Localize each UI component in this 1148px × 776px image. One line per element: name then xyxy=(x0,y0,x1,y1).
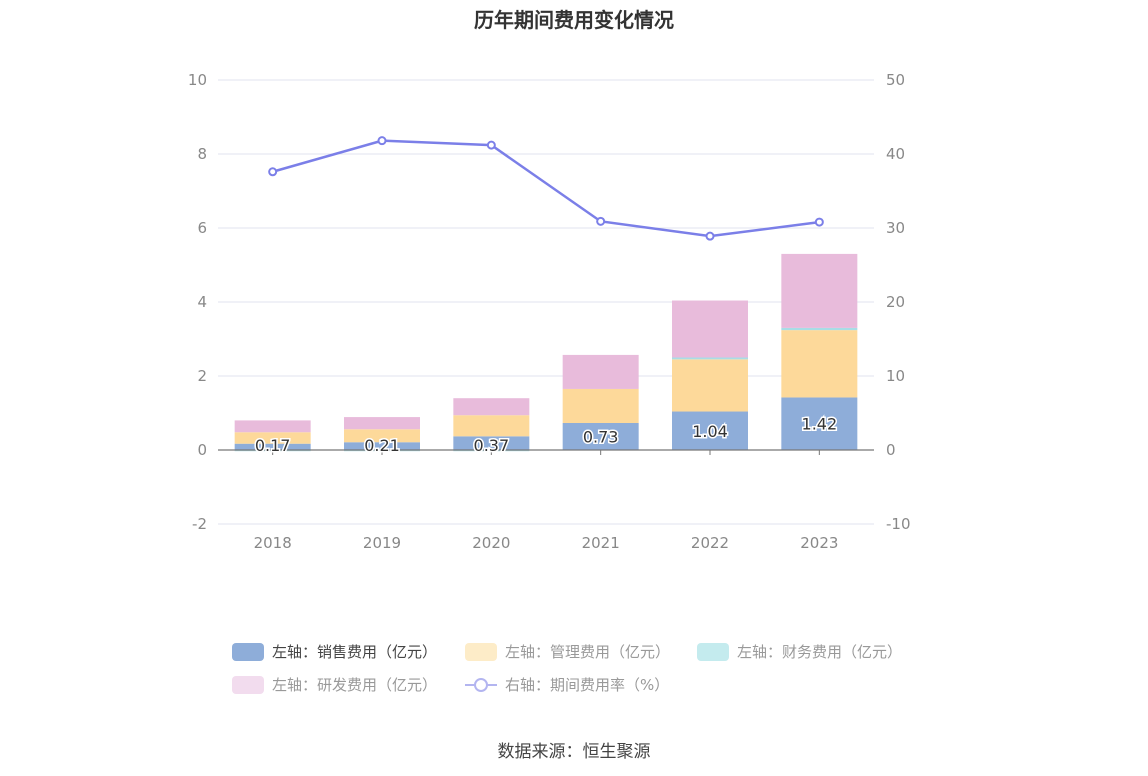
x-tick-label: 2023 xyxy=(800,534,838,552)
legend-label-finance: 左轴：财务费用（亿元） xyxy=(737,643,903,661)
data-label-sales-2020: 0.37 xyxy=(474,436,510,455)
bar-2019-series-1 xyxy=(344,429,420,443)
x-tick-label: 2019 xyxy=(363,534,401,552)
legend-label-admin: 左轴：管理费用（亿元） xyxy=(505,643,671,661)
bar-2023-series-1 xyxy=(781,330,858,398)
legend-item-expense-ratio[interactable]: 右轴：期间费用率（%） xyxy=(465,674,669,695)
bar-2023-series-0 xyxy=(781,397,858,450)
legend-label-expense-ratio: 右轴：期间费用率（%） xyxy=(505,676,670,694)
expense-ratio-point-2018 xyxy=(268,167,278,177)
legend-item-rnd[interactable]: 左轴：研发费用（亿元） xyxy=(232,674,437,695)
legend-swatch-rnd xyxy=(232,675,264,694)
bar-2019-series-0 xyxy=(344,442,420,450)
bar-2022-series-1 xyxy=(672,359,748,412)
expense-ratio-point-2020 xyxy=(486,140,496,150)
y-right-tick-label: -10 xyxy=(886,515,911,533)
y-left-tick-label: -2 xyxy=(192,515,207,533)
y-left-tick-label: 6 xyxy=(197,219,207,237)
y-right-tick-label: 20 xyxy=(886,293,905,311)
y-right-tick-label: 30 xyxy=(886,219,905,237)
y-left-tick-label: 2 xyxy=(197,367,207,385)
legend-line-icon xyxy=(465,677,497,692)
bar-2018-series-3 xyxy=(234,420,311,433)
data-label-sales-2021: 0.73 xyxy=(583,427,619,446)
bar-2019-series-3 xyxy=(344,417,420,430)
bar-2020-series-1 xyxy=(453,415,530,437)
bar-2022-series-3 xyxy=(672,300,748,358)
bar-2023-series-2 xyxy=(781,327,858,331)
data-label-sales-2019: 0.21 xyxy=(364,436,400,455)
bar-2018-series-1 xyxy=(234,432,311,444)
bar-2020-series-3 xyxy=(453,398,530,416)
bar-2023-series-3 xyxy=(781,253,858,328)
legend-item-admin[interactable]: 左轴：管理费用（亿元） xyxy=(465,641,670,662)
chart-title: 历年期间费用变化情况 xyxy=(474,8,674,32)
bar-2022-series-2 xyxy=(672,357,748,360)
bar-2021-series-0 xyxy=(562,422,639,450)
y-left-tick-label: 0 xyxy=(197,441,207,459)
legend-swatch-sales xyxy=(232,642,264,661)
expense-ratio-point-2023 xyxy=(814,217,824,227)
expense-ratio-point-2019 xyxy=(377,136,387,146)
legend-item-finance[interactable]: 左轴：财务费用（亿元） xyxy=(697,641,902,662)
legend-swatch-admin xyxy=(465,642,497,661)
y-right-tick-label: 0 xyxy=(886,441,896,459)
bar-2018-series-0 xyxy=(234,443,311,450)
y-left-tick-label: 8 xyxy=(197,145,207,163)
y-right-tick-label: 10 xyxy=(886,367,905,385)
x-tick-label: 2021 xyxy=(582,534,620,552)
x-tick-label: 2020 xyxy=(472,534,510,552)
y-left-tick-label: 10 xyxy=(188,71,207,89)
expense-ratio-point-2021 xyxy=(596,216,606,226)
x-tick-label: 2018 xyxy=(254,534,292,552)
bar-2020-series-0 xyxy=(453,436,530,450)
data-label-sales-2023: 1.42 xyxy=(802,415,838,434)
data-label-sales-2022: 1.04 xyxy=(692,422,728,441)
expense-ratio-point-2022 xyxy=(705,231,715,241)
legend-label-sales: 左轴：销售费用（亿元） xyxy=(272,643,438,661)
legend-swatch-finance xyxy=(697,642,729,661)
data-source: 数据来源：恒生聚源 xyxy=(497,742,651,762)
bar-2021-series-1 xyxy=(562,388,639,423)
data-label-sales-2018: 0.17 xyxy=(255,436,291,455)
expense-ratio-line xyxy=(272,139,820,238)
x-tick-label: 2022 xyxy=(691,534,729,552)
y-right-tick-label: 40 xyxy=(886,145,905,163)
legend-label-rnd: 左轴：研发费用（亿元） xyxy=(272,676,438,694)
bar-2021-series-3 xyxy=(562,354,639,389)
y-right-tick-label: 50 xyxy=(886,71,905,89)
bar-2022-series-0 xyxy=(672,411,748,450)
legend-item-sales[interactable]: 左轴：销售费用（亿元） xyxy=(232,641,437,662)
y-left-tick-label: 4 xyxy=(197,293,207,311)
